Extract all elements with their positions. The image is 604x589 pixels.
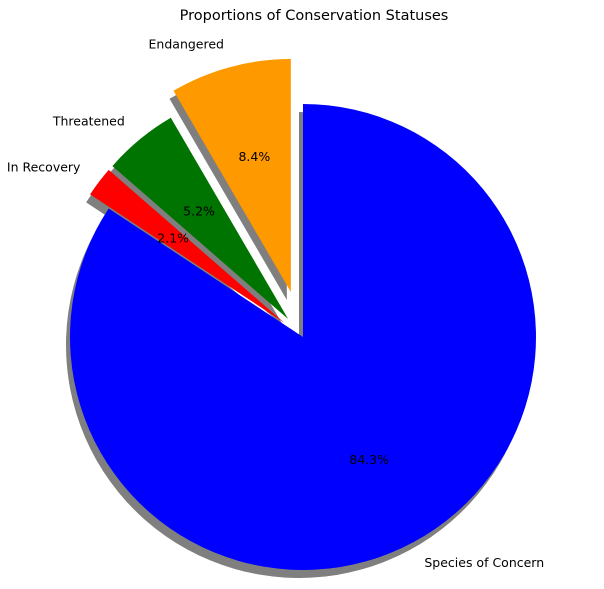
pie-slice-endangered <box>173 59 291 293</box>
chart-title: Proportions of Conservation Statuses <box>180 8 449 24</box>
slice-percent-species-of-concern: 84.3% <box>349 452 389 467</box>
pie-slice-species-of-concern <box>69 104 536 570</box>
slice-label-endangered: Endangered <box>149 37 224 52</box>
slice-label-threatened: Threatened <box>52 114 125 129</box>
slice-label-in-recovery: In Recovery <box>7 160 81 175</box>
slice-percent-in-recovery: 2.1% <box>157 230 189 245</box>
slice-percent-threatened: 5.2% <box>183 203 215 218</box>
pie-slice-in-recovery <box>90 169 285 323</box>
pie-labels: Endangered 8.4% Threatened 5.2% In Recovery 2… <box>7 37 544 570</box>
pie-slices <box>69 59 536 570</box>
slice-percent-endangered: 8.4% <box>238 149 270 164</box>
pie-slice-threatened <box>112 117 289 320</box>
slice-label-species-of-concern: Species of Concern <box>424 555 544 570</box>
